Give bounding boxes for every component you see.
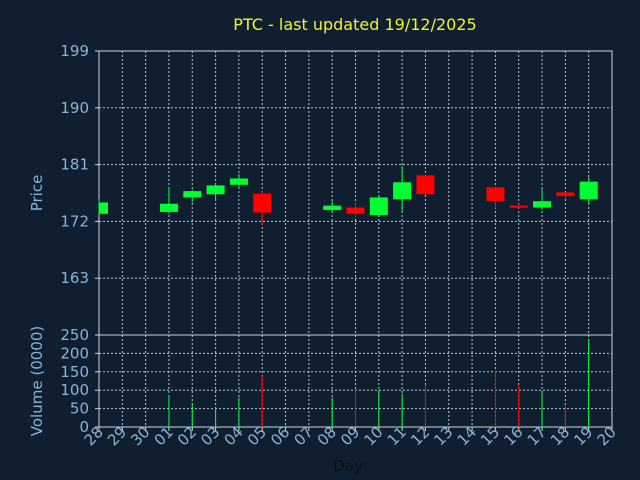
candle-body: [369, 197, 388, 216]
candle-body: [323, 205, 342, 211]
grid-layer: [99, 50, 612, 427]
price-tick-label: 181: [60, 156, 89, 174]
price-tick-label: 172: [60, 212, 89, 230]
chart-title: PTC - last updated 19/12/2025: [233, 15, 476, 34]
candle-body: [159, 203, 178, 212]
candle-body: [533, 201, 552, 208]
candle-body: [416, 175, 435, 195]
candle-body: [346, 207, 365, 214]
volume-tick-label: 100: [60, 381, 89, 399]
x-ticks-layer: 2829300102030405060708091011121314151617…: [81, 423, 620, 449]
price-tick-label: 199: [60, 42, 89, 60]
price-tick-label: 190: [60, 99, 89, 117]
volume-tick-label: 150: [60, 363, 89, 381]
volume-axis-label: Volume (0000): [28, 326, 46, 436]
volume-tick-label: 0: [79, 418, 89, 436]
volume-bars-layer: [168, 340, 590, 427]
candle-body: [509, 205, 528, 208]
candle-body: [206, 185, 225, 195]
candle-body: [229, 178, 248, 185]
candle-body: [253, 193, 272, 213]
candle-body: [99, 202, 108, 214]
candle-body: [183, 191, 202, 198]
candle-body: [579, 181, 598, 200]
volume-tick-label: 50: [70, 400, 89, 418]
x-axis-label: Day: [333, 457, 363, 475]
candle-body: [393, 182, 412, 200]
price-axis-label: Price: [28, 175, 46, 212]
candle-body: [556, 192, 575, 197]
volume-tick-label: 200: [60, 344, 89, 362]
candle-body: [486, 187, 505, 202]
candles-layer: [98, 165, 598, 226]
volume-tick-label: 250: [60, 326, 89, 344]
price-tick-label: 163: [60, 269, 89, 287]
